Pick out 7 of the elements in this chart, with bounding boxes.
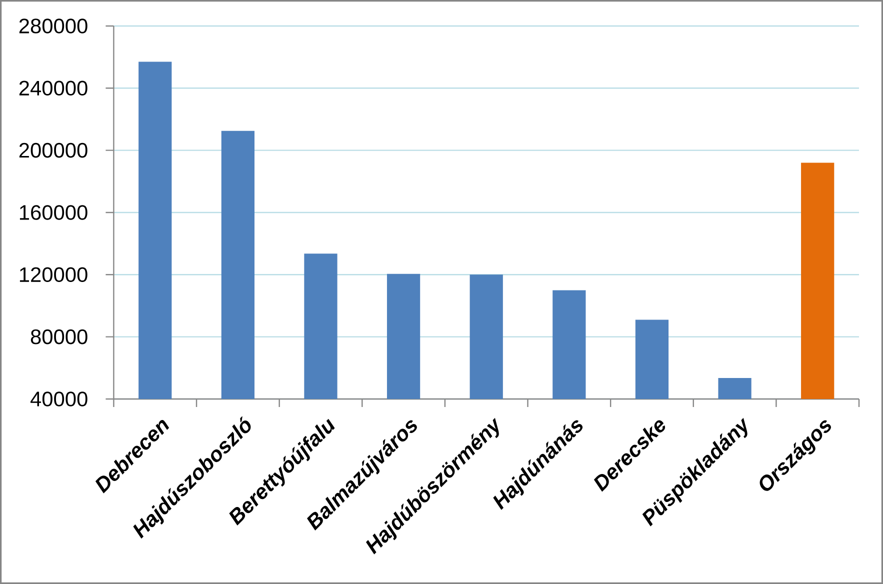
y-tick-label: 280000 xyxy=(19,18,88,34)
y-tick-label: 200000 xyxy=(19,142,88,158)
y-tick-label: 40000 xyxy=(30,392,88,406)
y-tick-label: 120000 xyxy=(20,267,88,282)
y-tick-label: 160000 xyxy=(20,205,88,220)
y-tick-label: 240000 xyxy=(19,80,88,96)
y-tick-label: 80000 xyxy=(30,329,88,344)
